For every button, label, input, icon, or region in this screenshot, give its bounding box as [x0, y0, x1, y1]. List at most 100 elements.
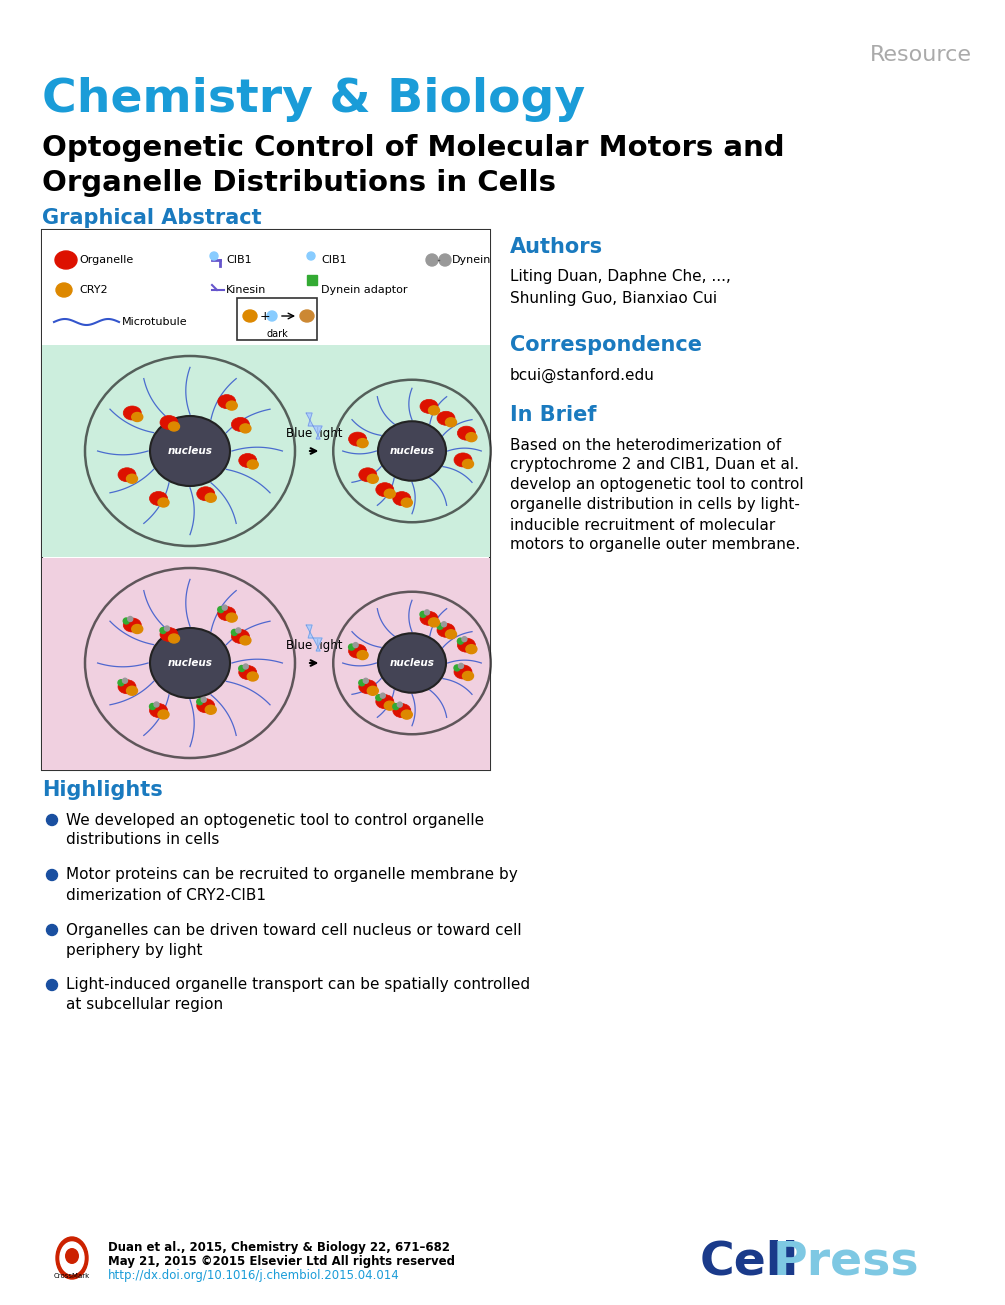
Ellipse shape	[428, 406, 439, 415]
Ellipse shape	[124, 406, 142, 420]
Ellipse shape	[420, 611, 438, 625]
Text: Press: Press	[773, 1240, 920, 1284]
Text: Shunling Guo, Bianxiao Cui: Shunling Guo, Bianxiao Cui	[510, 291, 718, 307]
Ellipse shape	[127, 474, 138, 483]
Circle shape	[150, 703, 156, 710]
Ellipse shape	[240, 636, 251, 645]
Text: Authors: Authors	[510, 238, 603, 257]
Text: dark: dark	[266, 329, 287, 339]
Circle shape	[380, 693, 385, 698]
Text: Duan et al., 2015, Chemistry & Biology 22, 671–682: Duan et al., 2015, Chemistry & Biology 2…	[108, 1241, 450, 1254]
Bar	[42, 345, 490, 557]
Bar	[42, 559, 490, 770]
Ellipse shape	[118, 680, 136, 694]
Circle shape	[46, 980, 57, 990]
Text: Microtubule: Microtubule	[122, 317, 188, 328]
Ellipse shape	[378, 422, 446, 480]
Ellipse shape	[218, 607, 236, 621]
Circle shape	[239, 666, 245, 672]
Text: In Brief: In Brief	[510, 405, 597, 425]
Ellipse shape	[240, 424, 251, 433]
Circle shape	[397, 702, 402, 707]
Ellipse shape	[160, 628, 178, 642]
Ellipse shape	[437, 411, 455, 425]
Circle shape	[46, 869, 57, 881]
Polygon shape	[307, 625, 323, 651]
Text: Organelle Distributions in Cells: Organelle Distributions in Cells	[42, 170, 556, 197]
Ellipse shape	[226, 613, 237, 622]
Ellipse shape	[349, 645, 367, 658]
Ellipse shape	[150, 628, 230, 698]
Circle shape	[462, 637, 467, 642]
Ellipse shape	[462, 459, 473, 468]
Text: cryptochrome 2 and CIB1, Duan et al.: cryptochrome 2 and CIB1, Duan et al.	[510, 458, 799, 472]
Text: inducible recruitment of molecular: inducible recruitment of molecular	[510, 518, 775, 532]
Ellipse shape	[428, 617, 439, 626]
Ellipse shape	[359, 680, 377, 694]
Ellipse shape	[367, 474, 378, 483]
Circle shape	[124, 619, 130, 624]
Text: bcui@stanford.edu: bcui@stanford.edu	[510, 368, 655, 382]
Circle shape	[454, 666, 460, 671]
Ellipse shape	[132, 625, 143, 633]
Circle shape	[46, 814, 57, 826]
Ellipse shape	[384, 489, 395, 499]
Circle shape	[363, 679, 368, 684]
Text: Dynein adaptor: Dynein adaptor	[321, 284, 407, 295]
Text: Correspondence: Correspondence	[510, 335, 702, 355]
Text: http://dx.doi.org/10.1016/j.chembiol.2015.04.014: http://dx.doi.org/10.1016/j.chembiol.201…	[108, 1270, 400, 1283]
Circle shape	[426, 254, 438, 266]
Text: Chemistry & Biology: Chemistry & Biology	[42, 77, 585, 123]
Ellipse shape	[127, 686, 138, 696]
Circle shape	[437, 624, 443, 629]
Text: nucleus: nucleus	[390, 446, 434, 455]
Text: CIB1: CIB1	[321, 254, 347, 265]
Text: dimerization of CRY2-CIB1: dimerization of CRY2-CIB1	[66, 887, 266, 903]
Ellipse shape	[169, 634, 180, 643]
Bar	[42, 230, 490, 345]
Ellipse shape	[300, 311, 314, 322]
Ellipse shape	[65, 1248, 79, 1265]
Ellipse shape	[56, 1237, 88, 1279]
Ellipse shape	[445, 630, 456, 638]
Ellipse shape	[454, 666, 472, 679]
Ellipse shape	[56, 283, 72, 298]
Bar	[42, 230, 490, 770]
Ellipse shape	[466, 433, 477, 441]
Text: Organelle: Organelle	[79, 254, 134, 265]
Text: Resource: Resource	[870, 44, 972, 65]
Ellipse shape	[376, 483, 394, 497]
Ellipse shape	[420, 399, 438, 414]
Ellipse shape	[349, 432, 367, 446]
Ellipse shape	[160, 415, 178, 429]
Ellipse shape	[150, 416, 230, 485]
Text: Highlights: Highlights	[42, 780, 163, 800]
Ellipse shape	[239, 666, 256, 680]
Ellipse shape	[158, 710, 169, 719]
Ellipse shape	[205, 493, 216, 502]
Ellipse shape	[401, 499, 412, 508]
Circle shape	[46, 924, 57, 936]
Ellipse shape	[85, 568, 295, 758]
Bar	[307, 275, 317, 284]
Ellipse shape	[226, 401, 237, 410]
Ellipse shape	[393, 703, 411, 718]
Ellipse shape	[359, 467, 377, 482]
Ellipse shape	[150, 492, 168, 505]
Text: motors to organelle outer membrane.: motors to organelle outer membrane.	[510, 538, 800, 552]
Circle shape	[441, 621, 446, 626]
Ellipse shape	[85, 356, 295, 545]
Text: Motor proteins can be recruited to organelle membrane by: Motor proteins can be recruited to organ…	[66, 868, 518, 882]
Circle shape	[349, 645, 355, 650]
Circle shape	[218, 607, 224, 612]
Ellipse shape	[243, 311, 257, 322]
Ellipse shape	[457, 638, 475, 652]
Ellipse shape	[393, 492, 411, 505]
Bar	[237, 298, 317, 341]
Text: Blue light: Blue light	[285, 427, 343, 440]
Circle shape	[160, 628, 166, 633]
Text: CIB1: CIB1	[226, 254, 251, 265]
Text: at subcellular region: at subcellular region	[66, 997, 223, 1013]
Circle shape	[243, 664, 248, 669]
Text: nucleus: nucleus	[390, 658, 434, 668]
